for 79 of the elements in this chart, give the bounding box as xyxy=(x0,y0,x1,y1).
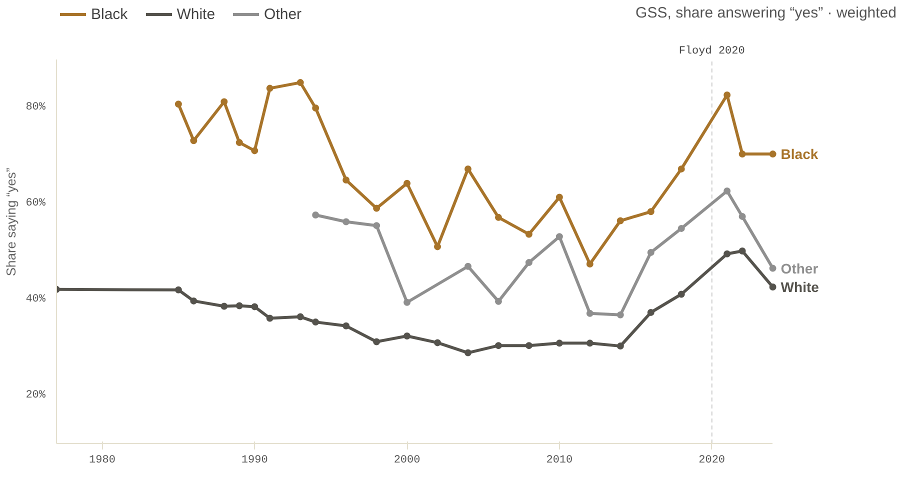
point xyxy=(296,79,304,86)
point xyxy=(678,224,685,232)
point xyxy=(190,137,198,144)
point xyxy=(738,150,746,158)
point xyxy=(556,194,563,201)
point xyxy=(342,322,350,330)
point xyxy=(556,233,563,240)
y-tick-label: 80% xyxy=(26,102,46,114)
point xyxy=(738,212,746,220)
point xyxy=(678,290,685,298)
y-tick-label: 20% xyxy=(26,390,46,402)
point xyxy=(678,165,685,172)
text: Other xyxy=(780,260,818,276)
point xyxy=(586,340,594,347)
point xyxy=(494,342,502,350)
point xyxy=(296,313,304,320)
point xyxy=(434,243,442,250)
point xyxy=(251,303,258,310)
point xyxy=(616,342,624,350)
point xyxy=(236,302,243,310)
x-tick-label: 2000 xyxy=(394,454,420,466)
ref-line-label: Floyd 2020 xyxy=(678,46,745,58)
point xyxy=(464,262,472,270)
point xyxy=(769,264,776,272)
point xyxy=(647,248,654,256)
point xyxy=(266,84,274,92)
point xyxy=(174,100,182,108)
point xyxy=(312,104,320,112)
y-tick-label: 40% xyxy=(26,294,46,306)
point xyxy=(724,250,731,258)
point xyxy=(373,222,380,230)
point xyxy=(266,314,274,322)
x-tick-label: 2020 xyxy=(698,454,726,466)
legend-label: White xyxy=(176,6,216,22)
point xyxy=(373,204,380,212)
point xyxy=(647,308,654,316)
point xyxy=(647,208,654,216)
point xyxy=(494,214,502,221)
point xyxy=(174,286,182,294)
legend-label: Black xyxy=(91,6,128,22)
point xyxy=(769,284,776,291)
point xyxy=(525,230,532,238)
point xyxy=(404,180,411,187)
text: White xyxy=(780,279,819,296)
point xyxy=(769,150,776,158)
point xyxy=(404,298,411,306)
point xyxy=(525,342,532,350)
x-tick-label: 2010 xyxy=(546,454,573,466)
point xyxy=(586,310,594,317)
point xyxy=(738,248,746,255)
chart-subtitle: GSS, share answering “yes” · weighted xyxy=(636,4,897,22)
point xyxy=(190,297,198,304)
point xyxy=(724,92,731,99)
legend-label: Other xyxy=(264,6,302,22)
y-tick-label: 60% xyxy=(26,198,46,210)
point xyxy=(464,165,472,172)
y-axis-title: Share saying “yes” xyxy=(4,168,19,276)
point xyxy=(373,338,380,346)
point xyxy=(556,340,563,347)
point xyxy=(342,218,350,226)
point xyxy=(434,339,442,346)
point xyxy=(220,302,228,310)
point xyxy=(236,139,243,146)
point xyxy=(724,188,731,195)
point xyxy=(586,260,594,268)
point xyxy=(251,147,258,154)
point xyxy=(494,298,502,305)
x-tick-label: 1990 xyxy=(241,454,268,466)
point xyxy=(525,259,532,266)
text: Black xyxy=(780,146,818,162)
point xyxy=(616,311,624,318)
point xyxy=(312,318,320,326)
point xyxy=(312,212,320,219)
x-tick-label: 1980 xyxy=(89,454,116,466)
point xyxy=(342,176,350,184)
point xyxy=(404,332,411,340)
point xyxy=(464,349,472,356)
point xyxy=(616,217,624,224)
point xyxy=(220,98,228,106)
